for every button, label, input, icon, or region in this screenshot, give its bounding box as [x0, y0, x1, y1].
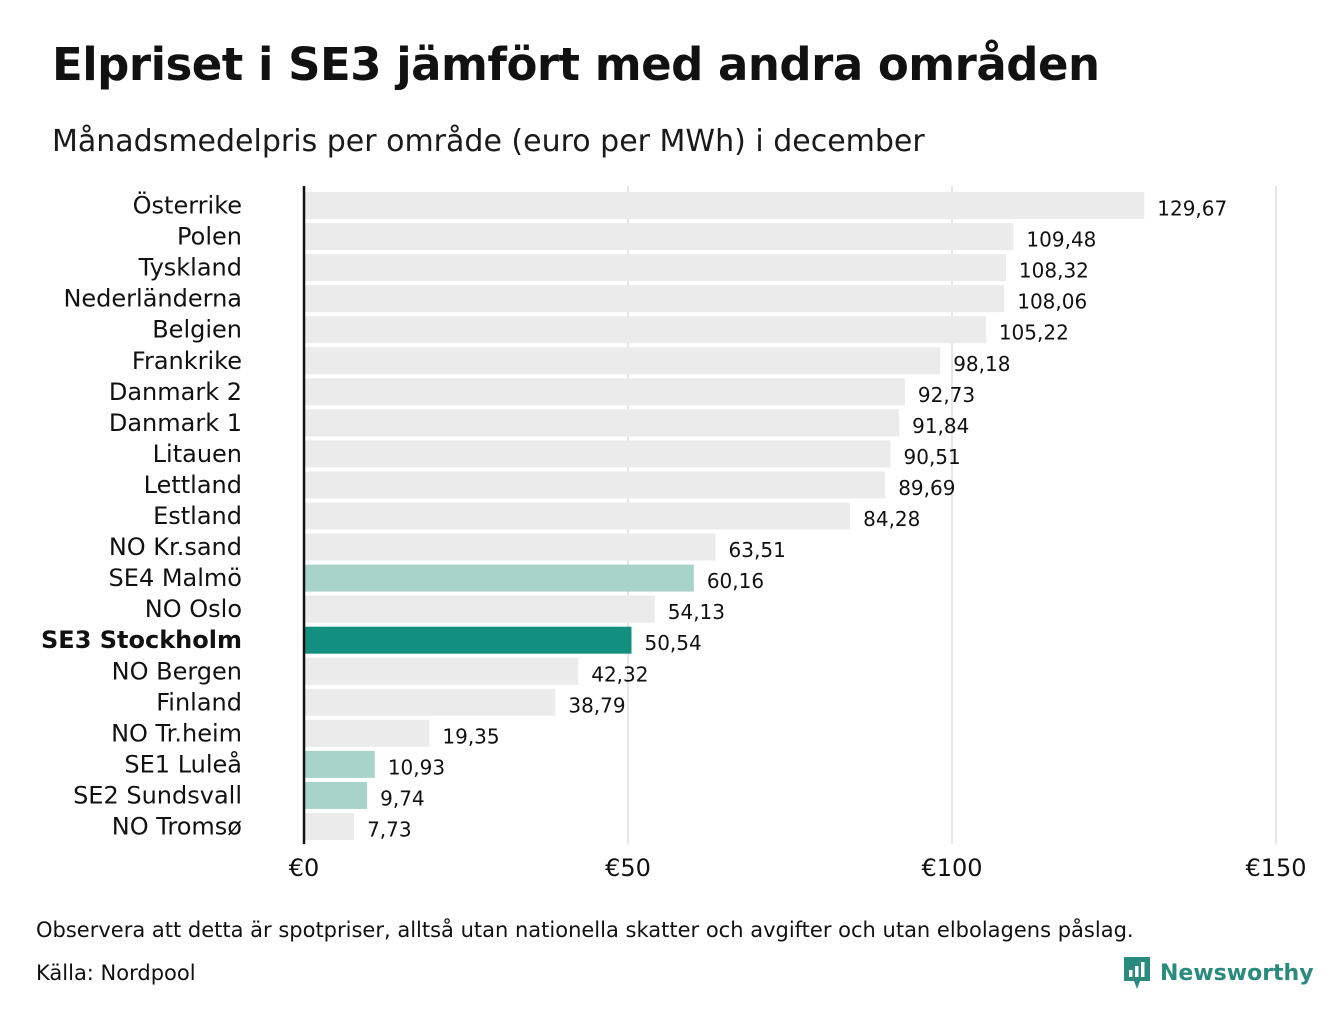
value-label: 84,28: [863, 507, 920, 531]
category-label: NO Kr.sand: [109, 533, 242, 561]
bar: [305, 440, 891, 468]
value-label: 19,35: [442, 724, 499, 748]
value-label: 108,32: [1019, 259, 1089, 283]
bar: [305, 471, 886, 499]
bar: [305, 409, 900, 437]
value-label: 42,32: [591, 662, 648, 686]
x-axis-ticks: €0 €50 €100 €150: [289, 854, 1307, 882]
bar: [305, 502, 851, 530]
bar: [305, 347, 941, 375]
category-label: Danmark 1: [109, 409, 242, 437]
value-label: 92,73: [918, 383, 975, 407]
bar-chart: Österrike Polen Tyskland Nederländerna Belgi…: [41, 186, 1307, 882]
category-label: Österrike: [133, 191, 242, 220]
value-label: 108,06: [1017, 290, 1087, 314]
value-label: 9,74: [380, 786, 425, 810]
chart-title: Elpriset i SE3 jämfört med andra områden: [52, 38, 1100, 91]
value-label: 98,18: [953, 352, 1010, 376]
value-label: 105,22: [999, 321, 1069, 345]
value-label: 89,69: [898, 476, 955, 500]
bar-chart-bubble-icon: [1124, 957, 1150, 989]
category-label: Nederländerna: [63, 285, 242, 313]
category-label: Finland: [156, 688, 242, 716]
value-label: 38,79: [568, 693, 625, 717]
bar: [305, 626, 632, 654]
category-label: NO Bergen: [112, 657, 242, 685]
bar: [305, 719, 430, 747]
x-tick-label: €0: [289, 854, 320, 882]
bar: [305, 657, 579, 685]
bar: [305, 595, 655, 623]
category-label: Estland: [153, 502, 242, 530]
value-label: 50,54: [644, 631, 701, 655]
category-label: SE1 Luleå: [124, 749, 242, 778]
value-label: 63,51: [729, 538, 786, 562]
category-label: NO Tr.heim: [111, 719, 242, 747]
x-tick-label: €100: [921, 854, 982, 882]
bar: [305, 688, 556, 716]
category-label: SE4 Malmö: [109, 564, 242, 592]
value-label: 129,67: [1157, 197, 1227, 221]
category-label: NO Tromsø: [112, 813, 242, 841]
category-labels: Österrike Polen Tyskland Nederländerna Belgi…: [41, 191, 242, 841]
bar: [305, 192, 1145, 219]
value-label: 10,93: [388, 755, 445, 779]
bar: [305, 564, 694, 592]
source-credit: Källa: Nordpool: [36, 961, 196, 985]
value-label: 91,84: [912, 414, 969, 438]
bar: [305, 750, 375, 778]
category-label: SE2 Sundsvall: [73, 781, 242, 809]
value-label: 54,13: [668, 600, 725, 624]
bar: [305, 223, 1014, 251]
bar: [305, 378, 905, 406]
category-label: Danmark 2: [109, 378, 242, 406]
category-label: Lettland: [144, 471, 242, 499]
x-tick-label: €150: [1245, 854, 1306, 882]
value-label: 109,48: [1026, 228, 1096, 252]
category-label: Tyskland: [138, 254, 242, 282]
bar: [305, 533, 716, 561]
bar: [305, 813, 355, 840]
category-label: Belgien: [152, 316, 242, 344]
bar: [305, 285, 1005, 313]
value-labels: 129,67 109,48 108,32 108,06 105,22 98,18 92,73…: [367, 197, 1227, 842]
brand-name: Newsworthy: [1160, 960, 1314, 986]
chart-subtitle: Månadsmedelpris per område (euro per MWh…: [52, 124, 925, 159]
value-label: 7,73: [367, 818, 412, 842]
value-label: 90,51: [904, 445, 961, 469]
category-label: Frankrike: [132, 347, 242, 375]
category-label: Litauen: [153, 440, 242, 468]
newsworthy-logo: Newsworthy: [1122, 955, 1314, 991]
bar: [305, 254, 1006, 282]
value-label: 60,16: [707, 569, 764, 593]
bars: [305, 192, 1145, 840]
x-tick-label: €50: [605, 854, 651, 882]
category-label: Polen: [177, 223, 242, 251]
bar: [305, 781, 368, 809]
footnote: Observera att detta är spotpriser, allts…: [36, 918, 1134, 942]
category-label: SE3 Stockholm: [41, 626, 242, 654]
category-label: NO Oslo: [145, 595, 242, 623]
bar: [305, 316, 986, 344]
